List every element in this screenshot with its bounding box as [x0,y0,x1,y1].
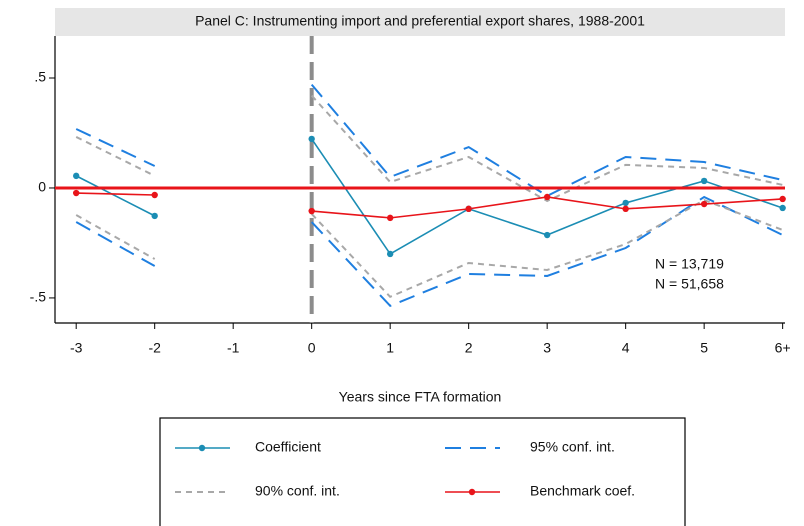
point [308,207,315,215]
x-tick-label: -2 [148,340,161,356]
point [779,195,786,203]
ci-lower-line [75,198,784,299]
x-tick-label: -3 [70,340,83,356]
point [779,204,786,212]
legend-label: Coefficient [255,439,321,455]
title-bar [55,8,785,36]
point [308,135,315,143]
series-line [76,192,783,219]
x-tick-label: 3 [543,340,551,356]
point [543,231,551,239]
point [386,214,394,222]
point [151,212,158,220]
legend-label: 95% conf. int. [530,439,615,455]
y-tick-label: 0 [38,179,46,195]
legend-marker [198,444,206,452]
point [622,199,629,207]
x-tick-label: 0 [308,340,316,356]
point [543,193,551,201]
ci-upper-line [75,83,783,198]
point [465,205,472,213]
legend-label: 90% conf. int. [255,483,340,499]
chart-title: Panel C: Instrumenting import and prefer… [195,13,645,29]
annotation: N = 13,719 [655,256,724,272]
x-tick-label: 2 [465,340,473,356]
point [386,250,394,258]
point [700,177,708,185]
y-tick-label: -.5 [30,289,47,305]
x-tick-label: 5 [700,340,708,356]
x-tick-label: 1 [386,340,394,356]
point [622,205,629,213]
x-tick-label: 6+ [775,340,791,356]
x-tick-label: 4 [622,340,630,356]
point [700,200,708,208]
point [72,172,80,180]
legend-box [159,417,686,526]
ci-lower-line [75,195,784,308]
x-tick-label: -1 [227,340,240,356]
legend-label: Benchmark coef. [530,483,635,499]
series-line [75,138,783,256]
point [151,191,158,199]
point [72,189,80,197]
annotation: N = 51,658 [655,276,724,292]
y-tick-label: .5 [34,69,46,85]
x-axis-label: Years since FTA formation [339,389,502,405]
ci-upper-line [75,94,783,203]
legend-marker [468,488,476,496]
